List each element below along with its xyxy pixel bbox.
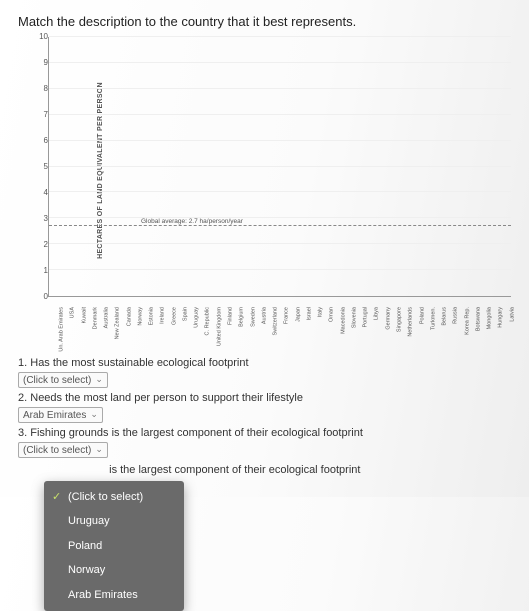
question-4: 4. Grazing ground is the largest compone… — [18, 462, 511, 479]
x-tick-label: Russia — [453, 307, 459, 324]
q4-text: is the largest component of their ecolog… — [109, 464, 360, 476]
x-tick-label: Netherlands — [408, 307, 414, 337]
x-tick-label: Austria — [261, 307, 267, 324]
x-tick-label: Korea Rep. — [464, 307, 470, 335]
x-tick-label: Turkmen. — [430, 307, 436, 330]
x-tick-label: Oman — [329, 307, 335, 322]
x-tick-label: Norway — [137, 307, 143, 326]
chevron-down-icon: ⌄ — [95, 373, 103, 387]
question-2: 2. Needs the most land per person to sup… — [18, 390, 511, 407]
question-3: 3. Fishing grounds is the largest compon… — [18, 425, 511, 442]
q3-select[interactable]: (Click to select) ⌄ — [18, 442, 108, 458]
page-title: Match the description to the country tha… — [18, 14, 511, 29]
x-tick-label: Estonia — [148, 307, 154, 325]
q4-dropdown-menu[interactable]: (Click to select)UruguayPolandNorwayArab… — [44, 481, 184, 611]
x-tick-label: Latvia — [509, 307, 515, 322]
dropdown-option[interactable]: (Click to select) — [44, 485, 184, 510]
q3-select-label: (Click to select) — [23, 443, 91, 458]
x-tick-label: Sweden — [250, 307, 256, 327]
x-tick-label: Greece — [171, 307, 177, 325]
q2-num: 2. — [18, 392, 27, 404]
x-tick-label: Switzerland — [272, 307, 278, 335]
x-tick-label: Australia — [103, 307, 109, 328]
global-average-label: Global average: 2.7 ha/person/year — [139, 218, 245, 225]
footprint-chart: HECTARES OF LAND EQUIVALENT PER PERSON 0… — [18, 37, 511, 297]
q1-num: 1. — [18, 357, 27, 369]
x-tick-label: Portugal — [362, 307, 368, 328]
global-average-line — [49, 225, 511, 226]
q1-select[interactable]: (Click to select) ⌄ — [18, 372, 108, 388]
x-tick-label: Ireland — [160, 307, 166, 324]
x-tick-label: New Zealand — [115, 307, 121, 339]
x-tick-label: Kuwait — [81, 307, 87, 324]
x-tick-label: Italy — [317, 307, 323, 317]
chevron-down-icon: ⌄ — [95, 443, 103, 457]
x-axis-labels: Un. Arab Emirates USA Kuwait Denmark Austral… — [48, 297, 511, 349]
q2-text: Needs the most land per person to suppor… — [30, 392, 303, 404]
x-tick-label: Israel — [306, 307, 312, 320]
q2-select[interactable]: Arab Emirates ⌄ — [18, 407, 103, 423]
dropdown-option[interactable]: Arab Emirates — [44, 583, 184, 608]
x-tick-label: Spain — [182, 307, 188, 321]
x-tick-label: Japan — [295, 307, 301, 322]
chevron-down-icon: ⌄ — [90, 408, 98, 422]
y-axis-ticks: 012345678910 — [32, 37, 48, 297]
x-tick-label: United Kingdom — [216, 307, 222, 346]
q3-num: 3. — [18, 427, 27, 439]
x-tick-label: Macedonia — [340, 307, 346, 334]
x-tick-label: Slovenia — [351, 307, 357, 328]
x-tick-label: USA — [70, 307, 76, 318]
question-1: 1. Has the most sustainable ecological f… — [18, 355, 511, 372]
q2-select-label: Arab Emirates — [23, 408, 86, 423]
questions-block: 1. Has the most sustainable ecological f… — [18, 355, 511, 479]
chart-bars — [51, 37, 509, 296]
x-tick-label: Botswana — [475, 307, 481, 331]
x-tick-label: Finland — [227, 307, 233, 325]
x-tick-label: Denmark — [92, 307, 98, 329]
x-tick-label: Poland — [419, 307, 425, 324]
y-axis-label-wrap: HECTARES OF LAND EQUIVALENT PER PERSON — [18, 37, 32, 297]
dropdown-option[interactable]: Uruguay — [44, 509, 184, 534]
x-tick-label: France — [284, 307, 290, 324]
dropdown-option[interactable]: Norway — [44, 558, 184, 583]
chart-plot: Global average: 2.7 ha/person/year — [48, 37, 511, 297]
x-tick-label: Uruguay — [193, 307, 199, 328]
x-tick-label: Belgium — [239, 307, 245, 327]
q3-text: Fishing grounds is the largest component… — [30, 427, 363, 439]
x-tick-label: C. Republic — [205, 307, 211, 335]
x-tick-label: Germany — [385, 307, 391, 330]
dropdown-option[interactable]: Poland — [44, 534, 184, 559]
x-tick-label: Singapore — [396, 307, 402, 332]
x-tick-label: Belarus — [441, 307, 447, 326]
x-tick-label: Un. Arab Emirates — [58, 307, 64, 352]
x-tick-label: Canada — [126, 307, 132, 326]
q1-select-label: (Click to select) — [23, 373, 91, 388]
q1-text: Has the most sustainable ecological foot… — [30, 357, 248, 369]
x-tick-label: Mongolia — [486, 307, 492, 329]
y-tick: 10 — [39, 32, 48, 41]
x-tick-label: Hungary — [498, 307, 504, 328]
x-tick-label: Libya — [374, 307, 380, 320]
